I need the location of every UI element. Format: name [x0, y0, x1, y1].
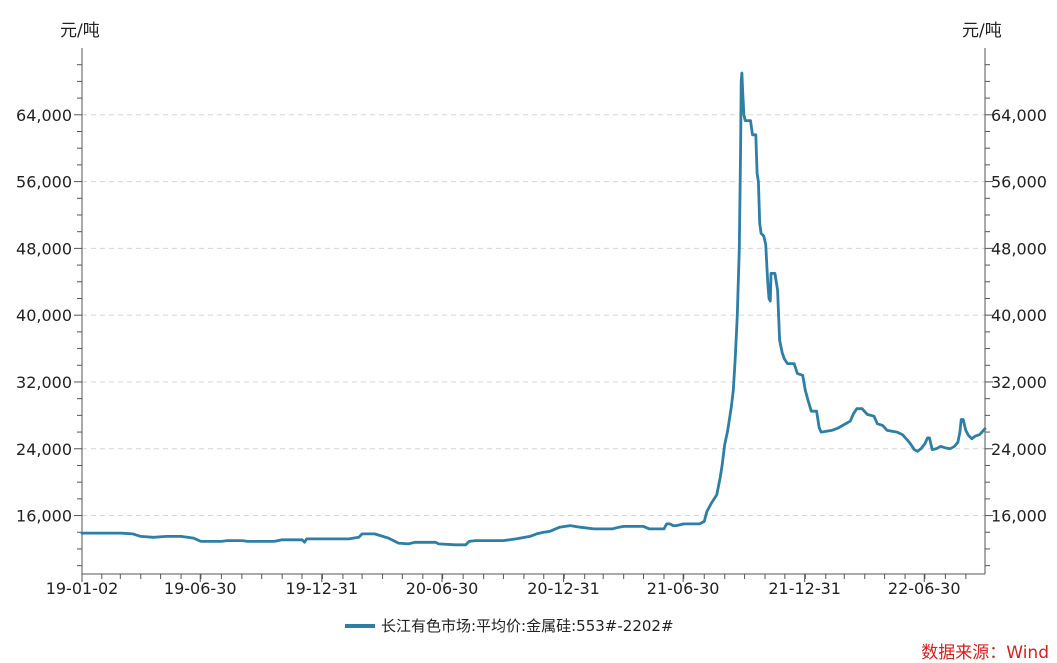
y-tick-label-left: 40,000: [16, 306, 72, 325]
legend-swatch: [345, 623, 375, 628]
y-tick-label-right: 16,000: [991, 507, 1047, 526]
y-tick-label-left: 64,000: [16, 106, 72, 125]
y-axis-right: 16,000 24,000 32,000 40,000 48,000 56,000 64,0…: [991, 106, 1047, 526]
x-tick-label: 20-12-31: [527, 579, 600, 598]
x-tick-label: 19-06-30: [164, 579, 237, 598]
series-line: [80, 71, 987, 547]
legend: 长江有色市场:平均价:金属硅:553#-2202#: [345, 615, 674, 636]
x-tick-label: 20-06-30: [406, 579, 479, 598]
y-tick-label-right: 32,000: [991, 373, 1047, 392]
y-tick-label-left: 48,000: [16, 239, 72, 258]
y-tick-label-right: 24,000: [991, 440, 1047, 459]
y-tick-label-right: 48,000: [991, 239, 1047, 258]
x-tick-label: 21-12-31: [768, 579, 841, 598]
legend-label: 长江有色市场:平均价:金属硅:553#-2202#: [381, 617, 674, 635]
x-tick-label: 19-01-02: [46, 579, 119, 598]
x-axis: 19-01-02 19-06-30 19-12-31 20-06-30 20-12-31…: [46, 574, 961, 598]
x-tick-label: 22-06-30: [888, 579, 961, 598]
series-layer: [80, 71, 987, 547]
y-axis-left: 16,000 24,000 32,000 40,000 48,000 56,000 64,0…: [16, 106, 72, 526]
y-tick-label-left: 56,000: [16, 173, 72, 192]
axes: [74, 48, 993, 579]
grid-lines: [82, 114, 985, 517]
y-axis-left-unit: 元/吨: [60, 21, 100, 41]
data-source-label: 数据来源：Wind: [921, 643, 1049, 663]
y-tick-label-right: 56,000: [991, 173, 1047, 192]
y-tick-label-left: 32,000: [16, 373, 72, 392]
y-tick-label-left: 24,000: [16, 440, 72, 459]
y-tick-label-right: 40,000: [991, 306, 1047, 325]
y-axis-right-unit: 元/吨: [962, 21, 1002, 41]
y-tick-label-left: 16,000: [16, 507, 72, 526]
y-tick-label-right: 64,000: [991, 106, 1047, 125]
x-tick-label: 19-12-31: [285, 579, 358, 598]
x-tick-label: 21-06-30: [647, 579, 720, 598]
